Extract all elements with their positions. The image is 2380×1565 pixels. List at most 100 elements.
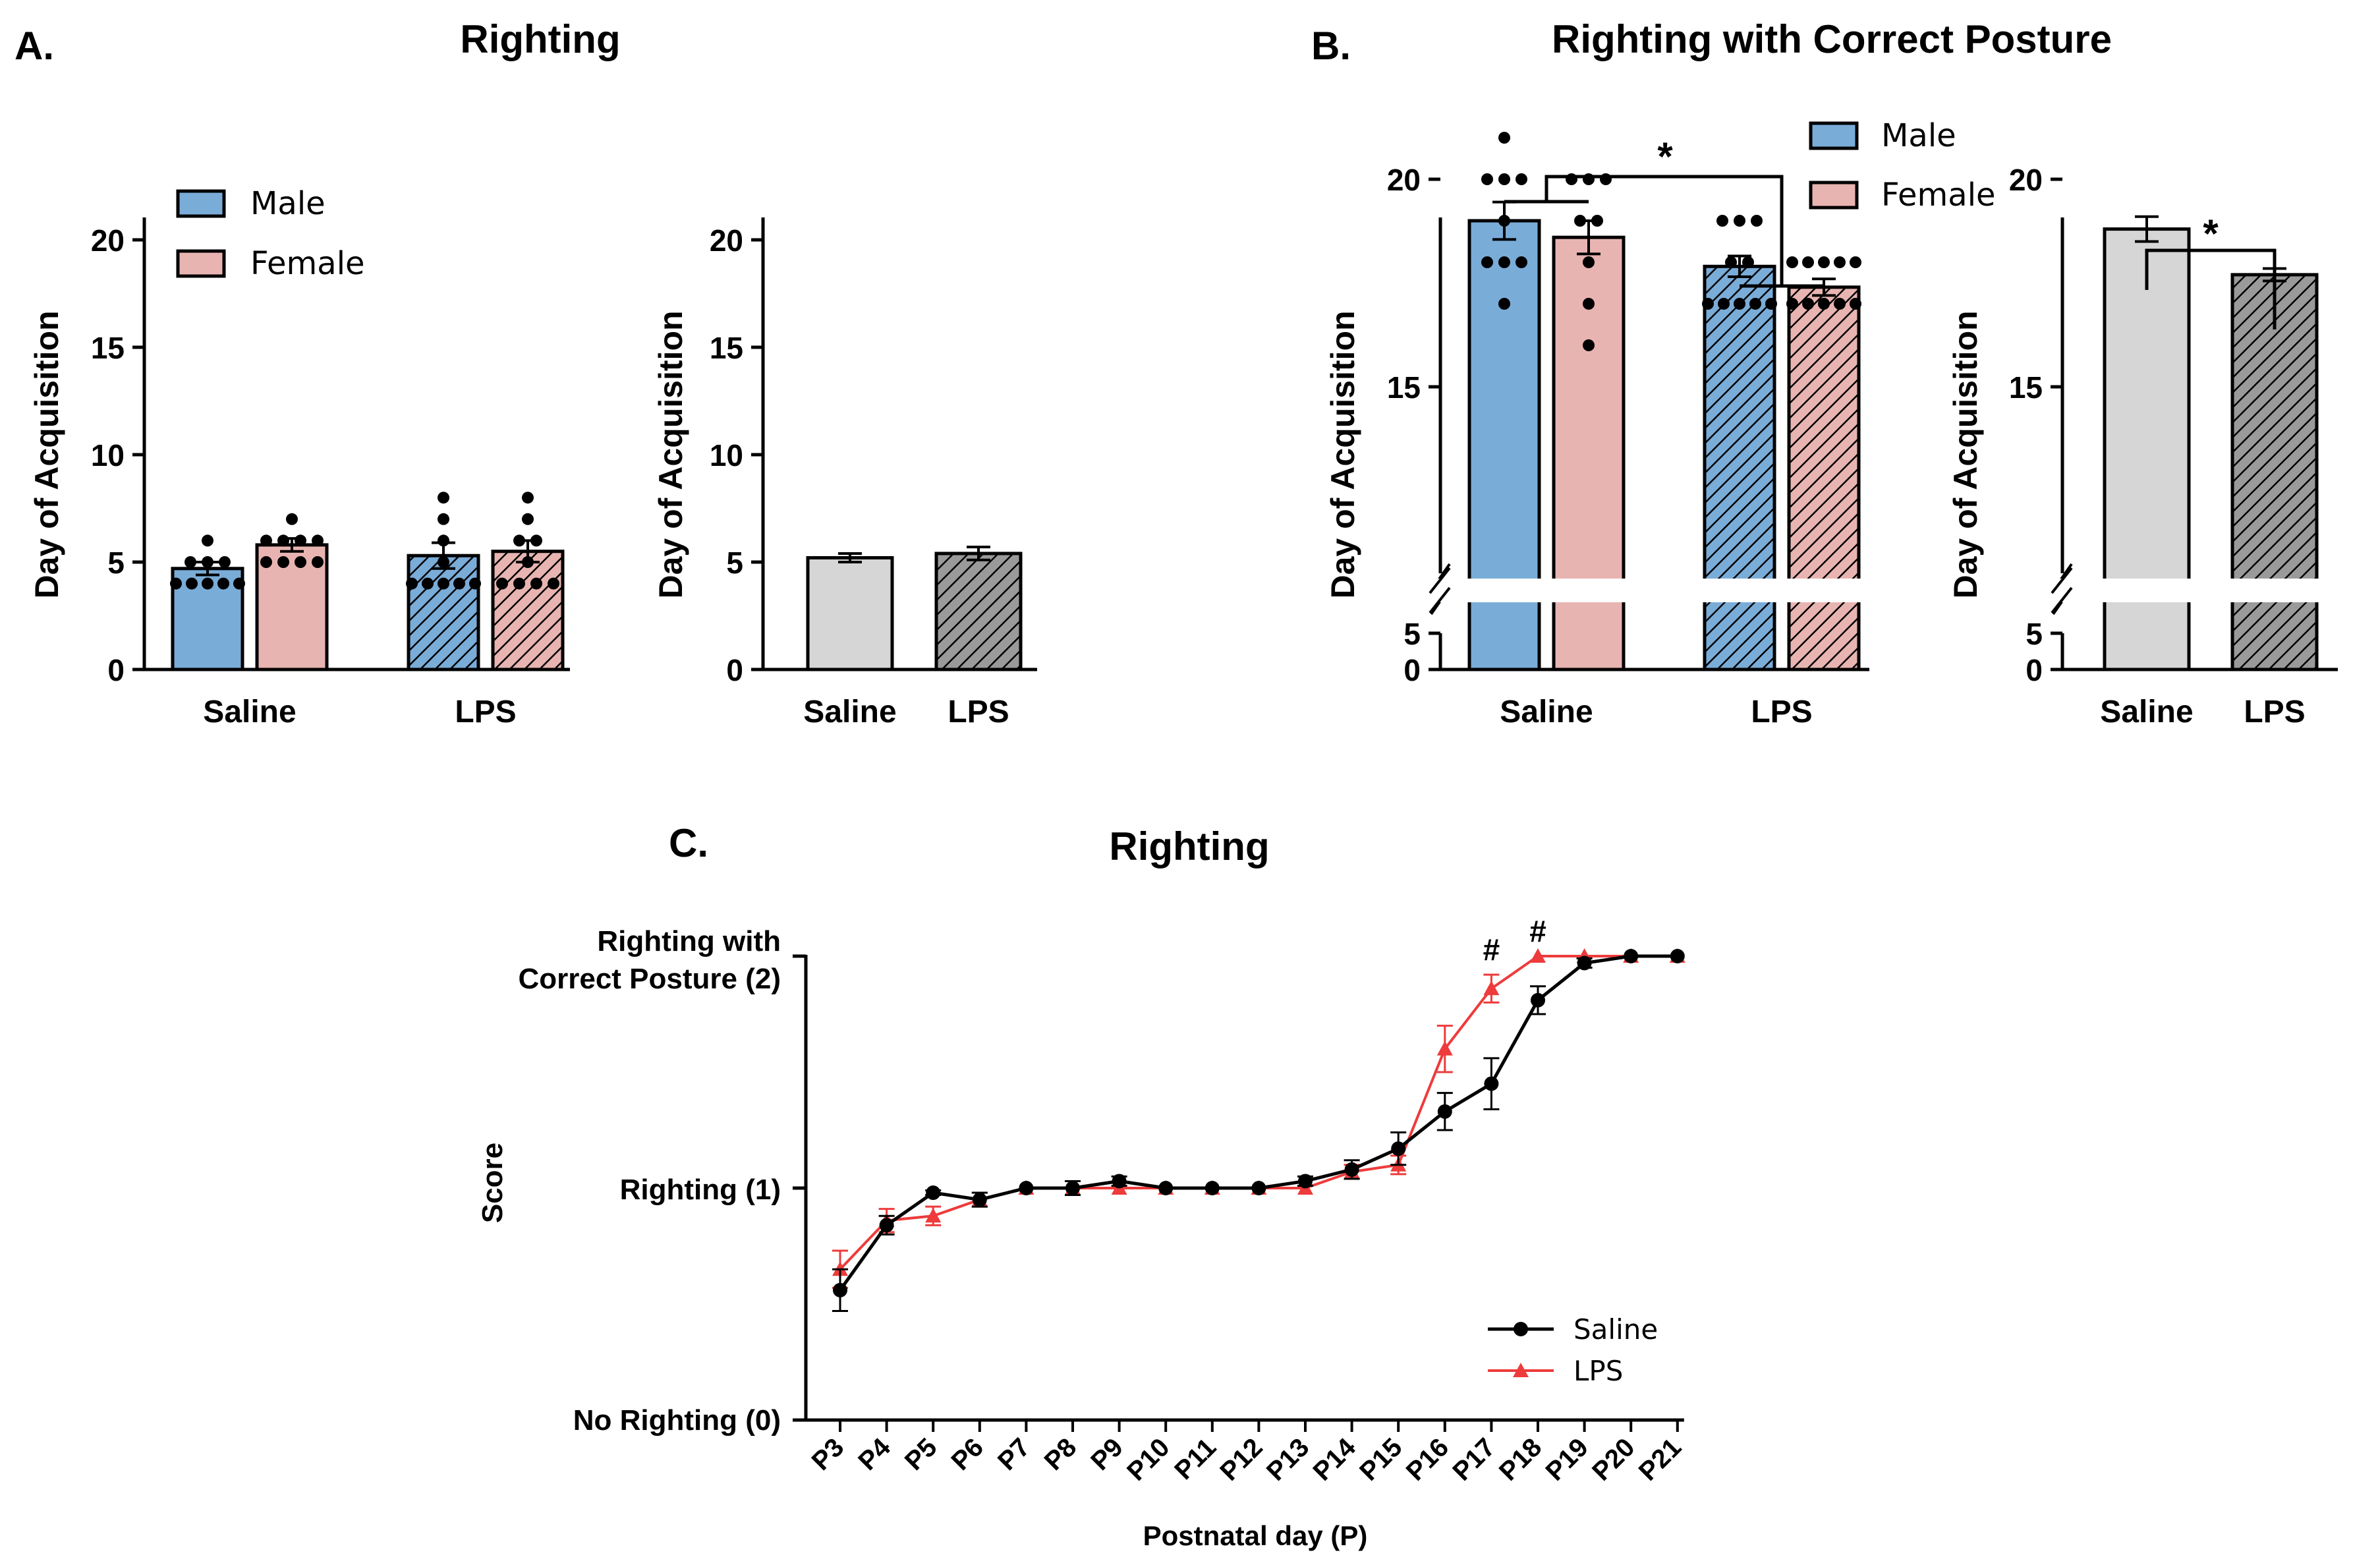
axis-break-slash-lower-b1: [1429, 586, 1451, 614]
x-axis-label-c: Postnatal day (P): [1143, 1520, 1368, 1551]
y-tick-label-a1-3: 15: [91, 331, 125, 365]
y-axis-label-b1: Day of Acquisition: [1324, 310, 1361, 598]
data-point-saline-p19: [1577, 955, 1592, 971]
data-point-saline-p16: [1437, 1104, 1452, 1119]
y-tick-label-c-2a: Righting with: [597, 925, 781, 957]
annotation-hash-c-1: #: [1529, 914, 1546, 948]
legend-a: Male Female: [176, 185, 365, 282]
legend-label-female-b: Female: [1881, 177, 1996, 213]
data-point-b1-male-saline: [1498, 173, 1510, 185]
legend-label-lps: LPS: [1573, 1355, 1623, 1387]
data-point-b1-male-lps: [1725, 256, 1737, 268]
legend-label-saline: Saline: [1573, 1313, 1658, 1346]
data-point-b1-male-lps: [1718, 298, 1730, 310]
x-tick-label-a1-1: LPS: [455, 695, 516, 729]
bar-b1-female-lps: [1787, 285, 1861, 671]
y-tick-label-c-2b: Correct Posture (2): [518, 963, 781, 995]
data-point-saline-p14: [1344, 1162, 1359, 1177]
data-point-a1-male-lps: [438, 534, 449, 547]
x-tick-label-c-p20: P20: [1587, 1433, 1640, 1486]
bar-b1-male-lps: [1703, 264, 1776, 671]
y-tick-label-a1-4: 20: [91, 223, 125, 258]
y-tick-label-b2-2: 15: [2009, 370, 2043, 405]
x-tick-label-c-p10: P10: [1121, 1433, 1175, 1486]
data-point-a1-male-saline: [202, 577, 213, 590]
data-point-b1-female-saline: [1583, 256, 1595, 268]
y-tick-label-a2-0: 0: [726, 653, 743, 687]
x-tick-label-c-p19: P19: [1541, 1433, 1594, 1486]
data-point-a1-female-saline: [277, 534, 289, 547]
data-point-lps-p17: [1483, 981, 1500, 996]
data-point-a1-male-saline: [233, 577, 245, 590]
data-point-a1-male-saline: [184, 556, 196, 568]
y-axis-label-c: Score: [476, 1143, 509, 1223]
data-point-lps-p5: [925, 1208, 942, 1223]
x-tick-label-b2-1: LPS: [2244, 695, 2305, 729]
data-point-saline-p20: [1624, 949, 1639, 963]
legend-marker-lps: [1513, 1363, 1529, 1377]
panel-label-b: B.: [1311, 24, 1351, 68]
x-tick-label-a2-1: LPS: [948, 695, 1009, 729]
data-point-b1-female-lps: [1834, 298, 1846, 310]
x-tick-label-c-p11: P11: [1169, 1433, 1222, 1485]
data-point-a1-female-saline: [295, 534, 306, 547]
bar-a2-lps: [934, 552, 1023, 671]
data-point-saline-p11: [1204, 1181, 1220, 1195]
data-point-saline-p17: [1484, 1076, 1499, 1091]
data-point-saline-p7: [1019, 1181, 1034, 1195]
y-tick-label-a1-0: 0: [107, 653, 125, 687]
x-tick-label-c-p16: P16: [1401, 1433, 1454, 1486]
axis-break-slash-lower-b2: [2051, 586, 2073, 614]
data-point-saline-p15: [1391, 1141, 1406, 1156]
data-point-b1-male-saline: [1481, 256, 1493, 268]
data-point-saline-p12: [1251, 1181, 1266, 1195]
x-tick-label-c-p21: P21: [1633, 1433, 1687, 1486]
data-point-a1-female-lps: [496, 577, 508, 590]
legend-label-female-a: Female: [250, 245, 365, 282]
bar-a1-male-lps: [407, 554, 480, 671]
y-tick-label-b1-1: 5: [1403, 617, 1421, 651]
data-point-saline-p6: [972, 1192, 987, 1207]
data-point-a1-female-saline: [312, 534, 324, 547]
data-point-a1-female-lps: [522, 513, 534, 525]
series-line-saline: [838, 954, 1678, 1292]
axis-break-slash-upper-b2: [2051, 567, 2073, 594]
y-tick-label-a2-4: 20: [710, 223, 743, 258]
data-point-a1-female-lps: [522, 556, 534, 568]
y-axis-label-a1: Day of Acquisition: [28, 310, 65, 598]
data-point-b1-male-lps: [1751, 215, 1763, 227]
data-point-b1-female-lps: [1834, 256, 1846, 268]
significance-star-b2: *: [2203, 212, 2219, 256]
data-point-a1-male-lps: [438, 556, 449, 568]
data-point-a1-male-lps: [438, 513, 449, 525]
legend-label-male-a: Male: [250, 185, 326, 222]
data-point-a1-male-lps: [438, 577, 449, 590]
legend-c: Saline LPS: [1488, 1313, 1658, 1387]
data-point-b1-female-lps: [1818, 298, 1830, 310]
data-point-a1-female-lps: [530, 534, 542, 547]
y-tick-label-c-0: No Righting (0): [573, 1404, 781, 1437]
data-point-b1-male-lps: [1716, 215, 1728, 227]
bar-a1-female-lps: [491, 550, 565, 671]
data-point-b1-female-saline: [1591, 215, 1603, 227]
x-tick-label-c-p3: P3: [807, 1433, 850, 1476]
x-tick-label-c-p6: P6: [946, 1433, 989, 1476]
y-tick-label-b1-0: 0: [1403, 653, 1421, 687]
data-point-b1-male-lps: [1765, 298, 1777, 310]
data-point-lps-p18: [1530, 948, 1546, 963]
bar-b2-saline: [2103, 227, 2191, 671]
x-tick-label-c-p5: P5: [899, 1433, 943, 1476]
x-tick-label-c-p9: P9: [1085, 1433, 1129, 1476]
x-tick-label-b2-0: Saline: [2100, 695, 2193, 729]
panel-label-c: C.: [669, 821, 708, 865]
data-point-b1-female-lps: [1802, 298, 1814, 310]
data-point-a1-female-lps: [548, 577, 559, 590]
data-point-a1-male-lps: [438, 492, 449, 504]
data-point-saline-p21: [1670, 949, 1685, 963]
data-point-b1-female-lps: [1850, 256, 1861, 268]
data-point-saline-p18: [1531, 992, 1545, 1008]
x-tick-label-c-p7: P7: [992, 1433, 1036, 1476]
data-point-b1-male-saline: [1516, 173, 1527, 185]
data-point-saline-p9: [1112, 1174, 1127, 1189]
